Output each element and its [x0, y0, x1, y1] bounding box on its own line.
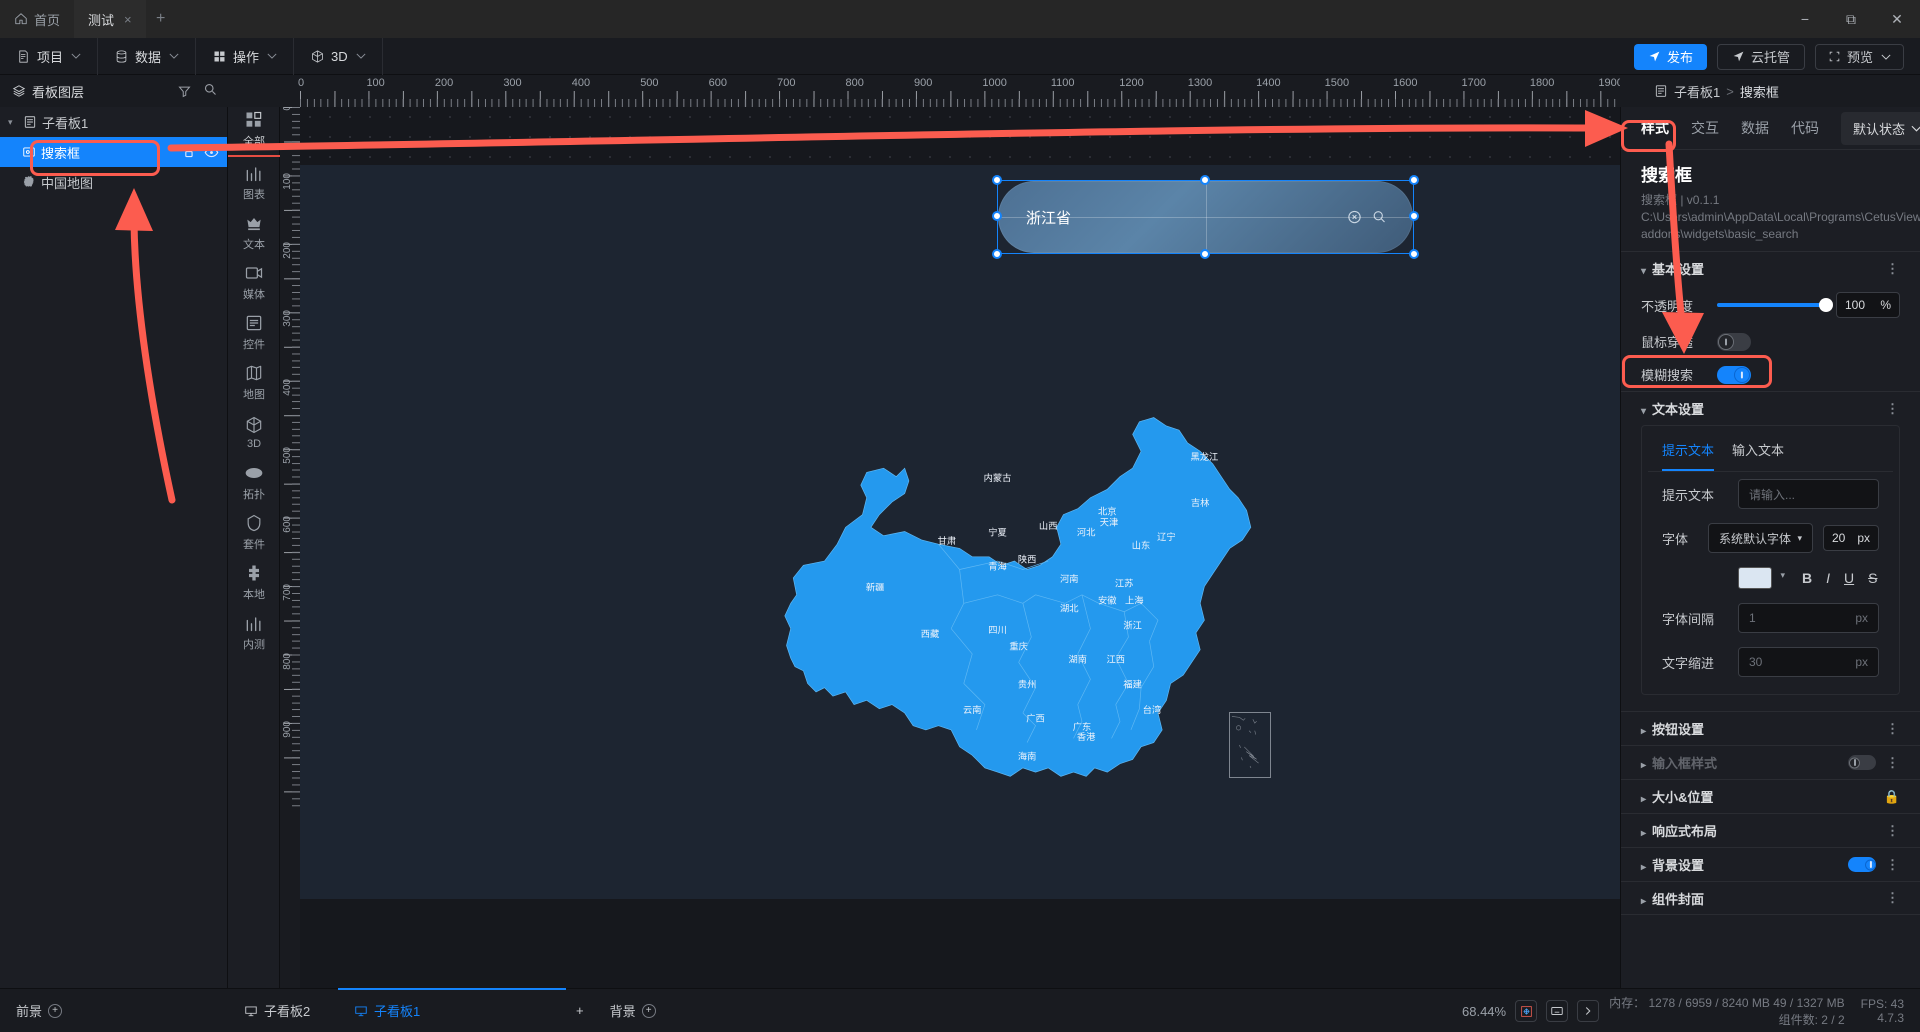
- svg-text:湖南: 湖南: [1068, 653, 1087, 664]
- svg-text:贵州: 贵州: [1018, 679, 1037, 690]
- svg-text:重庆: 重庆: [1009, 641, 1028, 652]
- svg-text:内蒙古: 内蒙古: [984, 472, 1012, 483]
- svg-text:甘肃: 甘肃: [938, 535, 957, 546]
- svg-text:上海: 上海: [1125, 594, 1144, 605]
- svg-text:云南: 云南: [963, 704, 982, 715]
- svg-text:香港: 香港: [1077, 731, 1096, 742]
- svg-text:青海: 青海: [988, 561, 1007, 572]
- svg-text:宁夏: 宁夏: [988, 527, 1007, 538]
- svg-text:海南: 海南: [1018, 750, 1037, 761]
- svg-text:吉林: 吉林: [1191, 497, 1210, 508]
- svg-text:台湾: 台湾: [1143, 704, 1162, 715]
- svg-text:河南: 河南: [1060, 573, 1079, 584]
- svg-text:黑龙江: 黑龙江: [1190, 451, 1218, 462]
- svg-text:河北: 河北: [1077, 527, 1096, 538]
- svg-text:广西: 广西: [1026, 712, 1045, 723]
- svg-text:山东: 山东: [1132, 539, 1151, 550]
- svg-text:天津: 天津: [1100, 518, 1119, 528]
- svg-text:江苏: 江苏: [1115, 577, 1134, 588]
- svg-text:福建: 福建: [1123, 679, 1142, 690]
- svg-text:四川: 四川: [988, 625, 1007, 635]
- svg-text:西藏: 西藏: [921, 628, 940, 639]
- svg-text:北京: 北京: [1098, 506, 1117, 517]
- svg-text:广东: 广东: [1073, 721, 1092, 732]
- svg-text:湖北: 湖北: [1060, 604, 1079, 614]
- svg-text:山西: 山西: [1039, 521, 1058, 531]
- svg-text:浙江: 浙江: [1123, 620, 1142, 631]
- svg-text:陕西: 陕西: [1018, 554, 1037, 565]
- svg-text:新疆: 新疆: [866, 582, 885, 593]
- svg-text:辽宁: 辽宁: [1157, 531, 1176, 542]
- svg-text:江西: 江西: [1106, 654, 1125, 664]
- svg-text:安徽: 安徽: [1098, 594, 1117, 605]
